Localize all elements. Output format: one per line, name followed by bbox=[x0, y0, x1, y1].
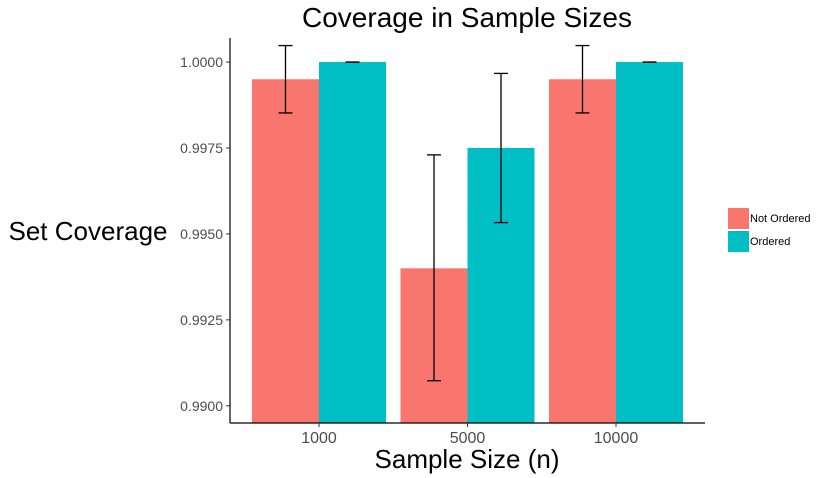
y-tick-label: 0.9900 bbox=[180, 398, 223, 414]
legend: Not Ordered Ordered bbox=[728, 208, 811, 252]
bar bbox=[616, 62, 683, 423]
bar bbox=[549, 79, 616, 423]
legend-swatch bbox=[728, 231, 749, 252]
x-tick-label: 1000 bbox=[301, 430, 337, 447]
error-bar bbox=[278, 44, 293, 114]
bar bbox=[319, 62, 386, 423]
chart-title: Coverage in Sample Sizes bbox=[302, 2, 632, 33]
x-tick-label: 10000 bbox=[594, 430, 639, 447]
legend-label: Not Ordered bbox=[750, 213, 811, 225]
plot-area: 0.9900 0.9925 0.9950 0.9975 1.0000 1000 5000 10… bbox=[180, 38, 705, 447]
x-tick-label: 5000 bbox=[450, 430, 486, 447]
error-bar bbox=[427, 154, 441, 382]
error-bar bbox=[575, 44, 590, 114]
x-axis-title: Sample Size (n) bbox=[375, 444, 560, 474]
legend-label: Ordered bbox=[750, 236, 790, 248]
y-tick-label: 0.9925 bbox=[180, 312, 223, 328]
error-bar bbox=[494, 72, 508, 224]
bar bbox=[252, 79, 319, 423]
legend-swatch bbox=[728, 208, 749, 229]
y-tick-label: 0.9950 bbox=[180, 226, 223, 242]
y-tick-label: 1.0000 bbox=[180, 54, 223, 70]
y-tick-label: 0.9975 bbox=[180, 140, 223, 156]
y-axis-title: Set Coverage bbox=[9, 216, 168, 246]
